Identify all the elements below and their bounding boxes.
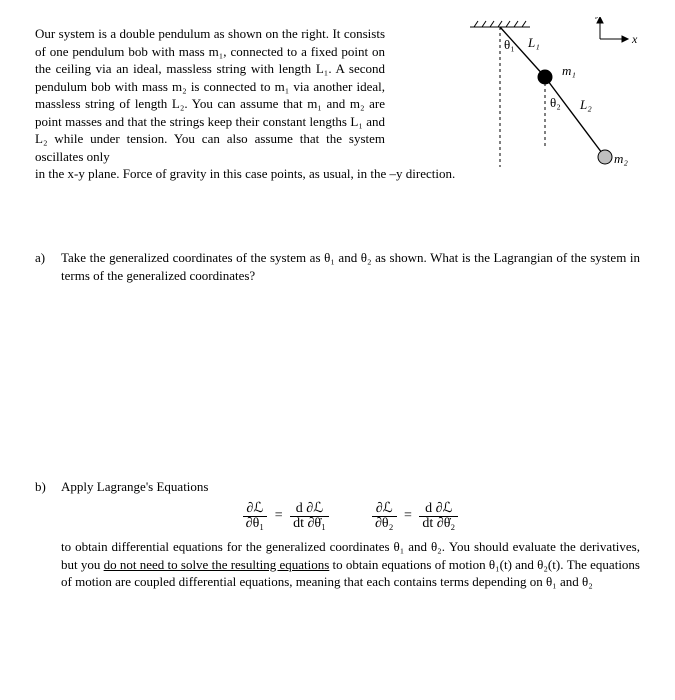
m2-label: m₂: [614, 151, 628, 166]
question-a-label: a): [35, 249, 61, 284]
question-b: b) Apply Lagrange's Equations ∂ℒ ∂θ₁ = d…: [35, 478, 640, 591]
axis-y-label: y: [595, 17, 602, 19]
eq1-left: ∂ℒ ∂θ₁: [243, 502, 268, 532]
tail-underline: do not need to solve the resulting equat…: [104, 557, 330, 572]
question-b-lead: Apply Lagrange's Equations: [61, 478, 640, 496]
intro-block: Our system is a double pendulum as shown…: [35, 25, 640, 235]
question-b-label: b): [35, 478, 61, 591]
question-a-body: Take the generalized coordinates of the …: [61, 249, 640, 284]
l1-label: L₁: [527, 35, 540, 50]
bob-2: [598, 150, 612, 164]
pendulum-figure: y x θ₁ L₁ m₁ θ₂ L₂ m₂: [410, 17, 640, 207]
pendulum-svg: y x θ₁ L₁ m₁ θ₂ L₂ m₂: [410, 17, 640, 207]
ceiling-hatch: [470, 21, 530, 27]
string-2: [545, 77, 605, 157]
coord-axes: [597, 17, 628, 42]
axis-x-label: x: [631, 32, 638, 46]
intro-narrow-text: Our system is a double pendulum as shown…: [35, 25, 385, 165]
lagrange-equations: ∂ℒ ∂θ₁ = d ∂ℒ dt ∂θ̇₁ ∂ℒ ∂θ₂ = d ∂ℒ dt ∂…: [61, 502, 640, 532]
eq2-left: ∂ℒ ∂θ₂: [372, 502, 397, 532]
eq1-right: d ∂ℒ dt ∂θ̇₁: [290, 502, 329, 532]
l2-label: L₂: [579, 97, 592, 112]
question-b-tail: to obtain differential equations for the…: [61, 538, 640, 591]
question-a: a) Take the generalized coordinates of t…: [35, 249, 640, 284]
workspace-spacer: [35, 284, 640, 464]
theta1-label: θ₁: [504, 37, 515, 52]
eq2-right: d ∂ℒ dt ∂θ̇₂: [419, 502, 458, 532]
question-b-body: Apply Lagrange's Equations ∂ℒ ∂θ₁ = d ∂ℒ…: [61, 478, 640, 591]
m1-label: m₁: [562, 63, 576, 78]
theta2-label: θ₂: [550, 95, 561, 110]
